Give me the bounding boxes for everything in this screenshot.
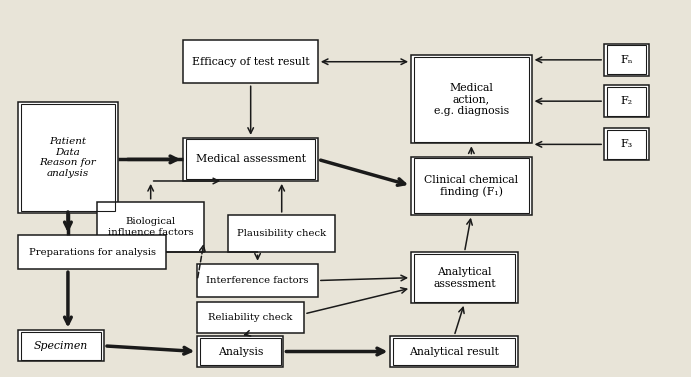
Text: Patient
Data
Reason for
analysis: Patient Data Reason for analysis <box>39 137 96 178</box>
Text: Fₙ: Fₙ <box>621 55 633 65</box>
Bar <box>197 302 304 333</box>
Bar <box>183 138 318 181</box>
Bar <box>228 215 335 252</box>
Bar <box>414 158 529 213</box>
Bar <box>607 130 646 159</box>
Bar <box>197 336 283 367</box>
Bar <box>414 57 529 142</box>
Bar <box>411 55 531 143</box>
Text: Interference factors: Interference factors <box>207 276 309 285</box>
Text: Medical
action,
e.g. diagnosis: Medical action, e.g. diagnosis <box>434 83 509 116</box>
Text: Reliability check: Reliability check <box>209 313 293 322</box>
Bar <box>414 254 515 302</box>
Bar <box>18 331 104 361</box>
Text: F₃: F₃ <box>621 139 633 149</box>
Bar <box>411 252 518 303</box>
Bar <box>607 45 646 74</box>
Bar <box>186 139 315 179</box>
Bar <box>390 336 518 367</box>
Bar <box>21 332 102 360</box>
Text: Preparations for analysis: Preparations for analysis <box>28 248 155 257</box>
Text: Analysis: Analysis <box>218 346 263 357</box>
Text: F₂: F₂ <box>621 96 632 106</box>
Bar <box>604 129 649 160</box>
Text: Efficacy of test result: Efficacy of test result <box>192 57 310 67</box>
Bar <box>607 87 646 116</box>
Text: Analytical
assessment: Analytical assessment <box>433 267 495 288</box>
Bar <box>18 102 118 213</box>
Text: Biological
influence factors: Biological influence factors <box>108 217 193 237</box>
Bar <box>604 85 649 117</box>
Text: Plausibility check: Plausibility check <box>237 229 326 238</box>
Text: Analytical result: Analytical result <box>409 346 499 357</box>
Bar <box>200 338 281 365</box>
Bar <box>18 236 167 269</box>
Bar <box>183 40 318 83</box>
Bar <box>411 156 531 215</box>
Bar <box>393 338 515 365</box>
Text: Clinical chemical
finding (F₁): Clinical chemical finding (F₁) <box>424 175 518 197</box>
Bar <box>604 44 649 76</box>
Bar <box>197 264 318 297</box>
Text: Specimen: Specimen <box>34 341 88 351</box>
Bar <box>97 202 204 252</box>
Bar <box>21 104 115 211</box>
Text: Medical assessment: Medical assessment <box>196 155 305 164</box>
